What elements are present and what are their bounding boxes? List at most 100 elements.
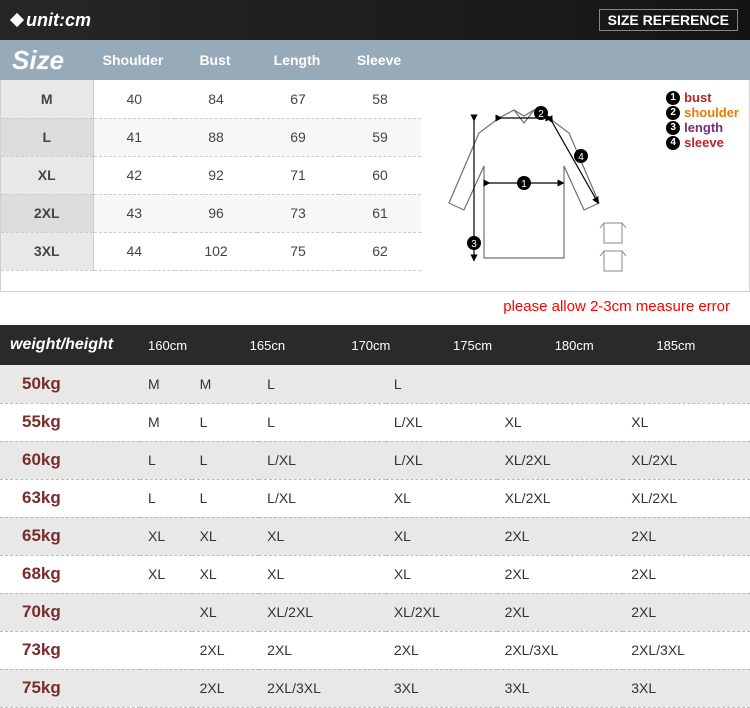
size-section: M40846758L41886959XL429271602XL439673613… xyxy=(0,80,750,292)
size-cell: 3XL xyxy=(1,232,93,270)
wh-cell: L/XL xyxy=(259,441,386,479)
svg-text:2: 2 xyxy=(538,109,544,120)
size-cell: 71 xyxy=(257,156,339,194)
legend-num-icon: 3 xyxy=(666,121,680,135)
wh-cell: 2XL xyxy=(623,517,750,555)
wh-weight-cell: 60kg xyxy=(0,441,140,479)
wh-weight-cell: 63kg xyxy=(0,479,140,517)
col-shoulder: Shoulder xyxy=(92,52,174,68)
legend-label: length xyxy=(684,120,723,135)
wh-cell: XL xyxy=(386,479,497,517)
size-table: M40846758L41886959XL429271602XL439673613… xyxy=(1,80,421,271)
wh-title: weight/height xyxy=(0,336,140,354)
wh-cell: XL xyxy=(386,555,497,593)
size-row: 3XL441027562 xyxy=(1,232,421,270)
wh-col-1: 165cn xyxy=(242,338,344,353)
wh-cell: XL xyxy=(140,555,192,593)
size-reference-label: SIZE REFERENCE xyxy=(599,9,738,31)
size-cell: 2XL xyxy=(1,194,93,232)
size-cell: 84 xyxy=(175,80,257,118)
wh-cell: 2XL/3XL xyxy=(259,669,386,707)
wh-cell: XL xyxy=(623,403,750,441)
wh-cell: 3XL xyxy=(623,669,750,707)
wh-weight-cell: 68kg xyxy=(0,555,140,593)
wh-cell xyxy=(140,631,192,669)
size-cell: 102 xyxy=(175,232,257,270)
wh-cell: L xyxy=(259,403,386,441)
size-cell: 41 xyxy=(93,118,175,156)
wh-weight-cell: 75kg xyxy=(0,669,140,707)
size-cell: 88 xyxy=(175,118,257,156)
diamond-icon xyxy=(10,13,24,27)
wh-cell: XL xyxy=(259,517,386,555)
wh-weight-cell: 73kg xyxy=(0,631,140,669)
size-table-wrap: M40846758L41886959XL429271602XL439673613… xyxy=(1,80,421,291)
size-row: M40846758 xyxy=(1,80,421,118)
wh-cell: XL/2XL xyxy=(623,441,750,479)
wh-cell: L xyxy=(259,365,386,403)
wh-cell: 2XL xyxy=(497,555,624,593)
shirt-diagram: 1 2 3 4 xyxy=(429,88,649,278)
wh-row: 68kgXLXLXLXL2XL2XL xyxy=(0,555,750,593)
wh-header: weight/height 160cm 165cn 170cm 175cm 18… xyxy=(0,325,750,365)
wh-col-3: 175cm xyxy=(445,338,547,353)
wh-cell: XL/2XL xyxy=(497,479,624,517)
size-cell: 40 xyxy=(93,80,175,118)
unit-text: unit:cm xyxy=(26,10,91,31)
wh-cell: 2XL/3XL xyxy=(497,631,624,669)
size-cell: 92 xyxy=(175,156,257,194)
wh-col-0: 160cm xyxy=(140,338,242,353)
size-cell: 58 xyxy=(339,80,421,118)
wh-cell: M xyxy=(192,365,260,403)
wh-row: 63kgLLL/XLXLXL/2XLXL/2XL xyxy=(0,479,750,517)
size-row: XL42927160 xyxy=(1,156,421,194)
wh-col-5: 185cm xyxy=(648,338,750,353)
svg-text:3: 3 xyxy=(471,239,477,250)
wh-table: 50kgMMLL55kgMLLL/XLXLXL60kgLLL/XLL/XLXL/… xyxy=(0,365,750,708)
wh-cell: M xyxy=(140,403,192,441)
svg-text:4: 4 xyxy=(578,152,584,163)
wh-cell: L/XL xyxy=(386,403,497,441)
size-row: 2XL43967361 xyxy=(1,194,421,232)
legend-label: sleeve xyxy=(684,135,724,150)
wh-cell: L/XL xyxy=(259,479,386,517)
size-cell: 61 xyxy=(339,194,421,232)
wh-cell: XL xyxy=(497,403,624,441)
wh-cell: 2XL xyxy=(192,631,260,669)
size-cell: 69 xyxy=(257,118,339,156)
diagram-wrap: 1 2 3 4 1bust2shoulder3length4sleeve xyxy=(421,80,749,291)
size-cell: 44 xyxy=(93,232,175,270)
size-row: L41886959 xyxy=(1,118,421,156)
wh-cell: XL xyxy=(192,593,260,631)
size-cell: 96 xyxy=(175,194,257,232)
size-cell: M xyxy=(1,80,93,118)
wh-cell: 2XL/3XL xyxy=(623,631,750,669)
legend-item: 4 sleeve xyxy=(666,135,739,150)
size-header-row: Size Shoulder Bust Length Sleeve xyxy=(0,40,750,80)
svg-text:1: 1 xyxy=(521,179,527,190)
wh-cell: M xyxy=(140,365,192,403)
wh-cell: XL/2XL xyxy=(386,593,497,631)
legend-num-icon: 4 xyxy=(666,136,680,150)
wh-cell: XL/2XL xyxy=(497,441,624,479)
wh-row: 50kgMMLL xyxy=(0,365,750,403)
wh-cell: L xyxy=(140,441,192,479)
wh-cell: XL xyxy=(192,517,260,555)
wh-cell: XL xyxy=(259,555,386,593)
wh-cell: L xyxy=(386,365,497,403)
wh-weight-cell: 50kg xyxy=(0,365,140,403)
wh-weight-cell: 65kg xyxy=(0,517,140,555)
top-bar: unit:cm SIZE REFERENCE xyxy=(0,0,750,40)
legend-num-icon: 1 xyxy=(666,91,680,105)
wh-cell: L xyxy=(192,403,260,441)
size-title: Size xyxy=(0,45,92,76)
col-length: Length xyxy=(256,52,338,68)
legend-item: 1bust xyxy=(666,90,739,105)
wh-cell: L/XL xyxy=(386,441,497,479)
wh-row: 75kg2XL2XL/3XL3XL3XL3XL xyxy=(0,669,750,707)
wh-weight-cell: 55kg xyxy=(0,403,140,441)
size-cell: 73 xyxy=(257,194,339,232)
size-cell: L xyxy=(1,118,93,156)
wh-cell: 3XL xyxy=(386,669,497,707)
wh-cell: XL xyxy=(140,517,192,555)
